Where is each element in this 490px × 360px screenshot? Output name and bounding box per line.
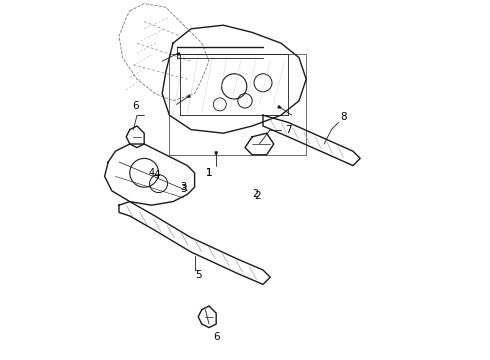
Polygon shape [187,95,191,97]
Text: 2: 2 [253,189,259,199]
Bar [170,54,306,155]
Text: 3: 3 [180,184,187,194]
Text: 8: 8 [341,112,347,122]
Text: 4: 4 [148,168,154,178]
Polygon shape [278,106,281,108]
Text: 1: 1 [206,168,212,178]
Polygon shape [176,53,179,55]
Text: 2: 2 [254,191,261,201]
Polygon shape [215,152,218,155]
Text: 6: 6 [213,332,220,342]
Text: 7: 7 [285,125,292,135]
Text: 3: 3 [181,182,187,192]
Text: 1: 1 [206,168,212,178]
Text: 6: 6 [132,101,139,111]
Text: 4: 4 [153,170,160,180]
Text: 5: 5 [195,270,201,280]
